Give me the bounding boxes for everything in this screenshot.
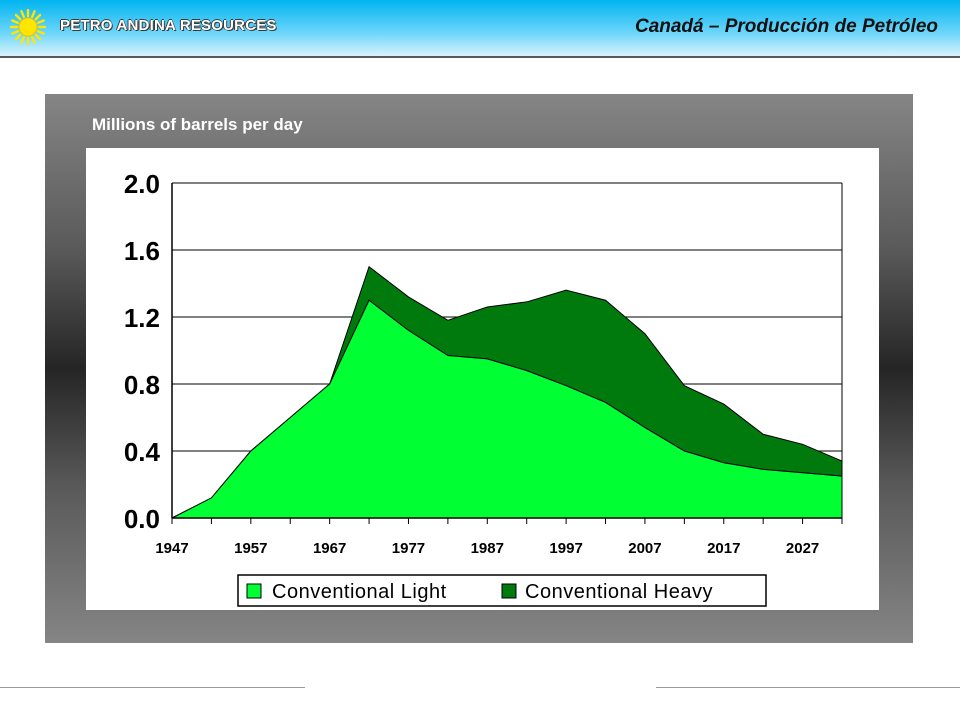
legend-swatch-heavy — [501, 583, 517, 599]
legend-swatch-light — [246, 583, 262, 599]
y-tick-label: 1.2 — [124, 303, 160, 333]
footer-divider-right — [656, 687, 960, 688]
series-conventional-light — [171, 299, 843, 519]
y-tick-label: 2.0 — [124, 169, 160, 199]
x-tick-label: 2017 — [707, 540, 740, 557]
x-tick-label: 2007 — [628, 540, 661, 557]
x-tick-label: 2027 — [786, 540, 819, 557]
footer-divider-left — [0, 687, 305, 688]
stacked-area-chart: 0.0 0.4 0.8 1.2 1.6 2.0 1947 1957 1967 1977 1987 19… — [124, 169, 843, 607]
x-tick-label: 1947 — [155, 540, 188, 557]
y-tick-label: 1.6 — [124, 236, 160, 266]
x-tick-label: 1997 — [549, 540, 582, 557]
y-tick-label: 0.4 — [124, 437, 161, 467]
x-tick-label: 1967 — [313, 540, 346, 557]
chart-title: Millions of barrels per day — [92, 115, 303, 134]
sun-logo-icon — [10, 9, 46, 45]
y-tick-label: 0.0 — [124, 504, 160, 534]
x-tick-label: 1977 — [392, 540, 425, 557]
chart-area: 0.0 0.4 0.8 1.2 1.6 2.0 1947 1957 1967 1977 1987 19… — [86, 148, 879, 610]
header-bar: PETRO ANDINA RESOURCES Canadá – Producci… — [0, 0, 960, 58]
x-tick-label: 1987 — [471, 540, 504, 557]
legend-label-light: Conventional Light — [272, 581, 447, 603]
slide-title: Canadá – Producción de Petróleo — [634, 16, 938, 37]
legend-label-heavy: Conventional Heavy — [525, 581, 713, 603]
brand-name: PETRO ANDINA RESOURCES — [60, 17, 277, 34]
x-tick-label: 1957 — [234, 540, 267, 557]
y-tick-label: 0.8 — [124, 370, 160, 400]
